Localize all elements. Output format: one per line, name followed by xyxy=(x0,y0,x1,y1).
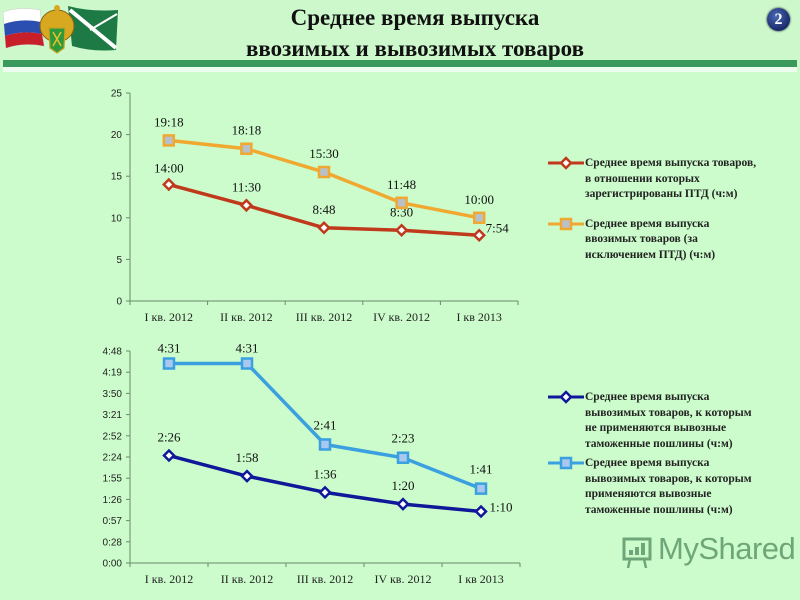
legend-item-import: Среднее время выпуска ввозимых товаров (… xyxy=(548,217,758,264)
diamond-marker-icon xyxy=(162,448,176,463)
data-label: 18:18 xyxy=(232,123,262,138)
legend-item-ptd: Среднее время выпуска товаров, в отношен… xyxy=(548,156,758,203)
y-tick-label: 1:55 xyxy=(103,474,123,485)
data-label: 11:30 xyxy=(232,179,261,194)
navy-diamond-line-icon xyxy=(548,390,584,404)
data-label: 10:00 xyxy=(464,192,494,207)
diamond-marker-icon xyxy=(396,497,410,511)
y-tick-label: 0:57 xyxy=(103,516,123,527)
x-category-label: IV кв. 2012 xyxy=(375,572,432,586)
square-marker-icon xyxy=(162,357,176,370)
square-marker-icon xyxy=(395,196,408,210)
data-label: 19:18 xyxy=(154,114,184,129)
data-label: 2:23 xyxy=(391,431,414,446)
y-tick-label: 2:52 xyxy=(103,431,123,442)
legend-label-ptd: Среднее время выпуска товаров, в отношен… xyxy=(585,157,757,200)
russian-flag-customs-emblem-icon xyxy=(2,5,118,54)
x-category-label: I кв 2013 xyxy=(456,310,502,324)
y-tick-label: 5 xyxy=(116,255,122,266)
y-tick-label: 25 xyxy=(111,89,123,100)
data-label: 1:36 xyxy=(313,466,337,481)
data-label: 1:20 xyxy=(391,478,414,493)
x-category-label: II кв. 2012 xyxy=(221,572,274,586)
y-tick-label: 1:26 xyxy=(103,495,123,506)
square-marker-icon xyxy=(472,211,486,225)
red-diamond-line-icon xyxy=(548,156,584,170)
title-line-2: ввозимых и вывозимых товаров xyxy=(245,36,585,61)
data-label: 4:31 xyxy=(157,341,180,356)
legend-bottom-chart: Среднее время выпуска вывозимых товаров,… xyxy=(548,390,758,532)
data-label: 4:31 xyxy=(235,341,258,356)
square-marker-icon xyxy=(317,165,331,179)
square-marker-icon xyxy=(318,438,332,451)
legend-label-export-no-duty: Среднее время выпуска вывозимых товаров,… xyxy=(585,391,752,450)
square-marker-icon xyxy=(474,482,488,495)
x-category-label: IV кв. 2012 xyxy=(373,310,430,324)
y-tick-label: 10 xyxy=(111,213,123,224)
diamond-marker-icon xyxy=(474,504,488,519)
data-label: 14:00 xyxy=(154,161,184,176)
data-label: 1:58 xyxy=(235,450,258,465)
y-tick-label: 0 xyxy=(116,297,122,308)
header-divider xyxy=(3,60,797,67)
x-category-label: III кв. 2012 xyxy=(296,310,352,324)
y-tick-label: 4:48 xyxy=(103,347,123,358)
diamond-marker-icon xyxy=(472,228,486,243)
y-tick-label: 2:24 xyxy=(103,453,123,464)
data-label: 8:48 xyxy=(312,202,335,217)
y-tick-label: 4:19 xyxy=(103,368,123,379)
data-label: 1:41 xyxy=(469,462,492,477)
y-tick-label: 0:28 xyxy=(103,537,123,548)
square-marker-icon xyxy=(162,134,176,147)
square-marker-icon xyxy=(396,451,410,464)
x-category-label: I кв. 2012 xyxy=(145,572,194,586)
diamond-marker-icon xyxy=(318,485,332,500)
y-tick-label: 3:21 xyxy=(103,410,123,421)
series-line xyxy=(168,453,482,514)
data-label: 1:10 xyxy=(489,499,512,514)
y-tick-label: 15 xyxy=(111,172,123,183)
blue-square-line-icon xyxy=(548,456,584,470)
data-label: 2:41 xyxy=(313,417,336,432)
slide-number-badge: 2 xyxy=(767,8,790,31)
legend-item-export-duty: Среднее время выпуска вывозимых товаров,… xyxy=(548,456,758,518)
x-category-label: III кв. 2012 xyxy=(297,572,353,586)
header-divider-highlight xyxy=(3,67,797,72)
y-tick-label: 3:50 xyxy=(103,389,123,400)
x-category-label: I кв 2013 xyxy=(458,572,504,586)
diamond-marker-icon xyxy=(162,177,176,192)
legend-label-export-duty: Среднее время выпуска вывозимых товаров,… xyxy=(585,457,752,516)
data-label: 11:48 xyxy=(387,177,416,192)
data-label: 7:54 xyxy=(486,220,510,235)
diamond-marker-icon xyxy=(239,198,254,213)
legend-top-chart: Среднее время выпуска товаров, в отношен… xyxy=(548,156,758,277)
square-marker-icon xyxy=(240,357,254,370)
x-category-label: I кв. 2012 xyxy=(145,310,194,324)
page-title: Среднее время выпуска ввозимых и вывозим… xyxy=(150,2,680,64)
orange-square-line-icon xyxy=(548,217,584,230)
square-marker-icon xyxy=(240,142,253,155)
x-category-label: II кв. 2012 xyxy=(220,310,273,324)
legend-item-export-no-duty: Среднее время выпуска вывозимых товаров,… xyxy=(548,390,758,452)
diamond-marker-icon xyxy=(240,469,254,483)
slide-header: Среднее время выпуска ввозимых и вывозим… xyxy=(0,0,800,72)
presentation-board-icon xyxy=(622,537,652,569)
diamond-marker-icon xyxy=(394,223,409,238)
y-tick-label: 20 xyxy=(111,130,123,141)
y-tick-label: 0:00 xyxy=(103,559,123,570)
data-label: 15:30 xyxy=(309,146,339,161)
watermark-text: MyShared xyxy=(658,531,796,566)
data-label: 2:26 xyxy=(157,430,181,445)
diamond-marker-icon xyxy=(317,221,331,235)
title-line-1: Среднее время выпуска xyxy=(290,5,540,30)
legend-label-import: Среднее время выпуска ввозимых товаров (… xyxy=(585,217,716,261)
watermark: MyShared xyxy=(618,531,796,573)
